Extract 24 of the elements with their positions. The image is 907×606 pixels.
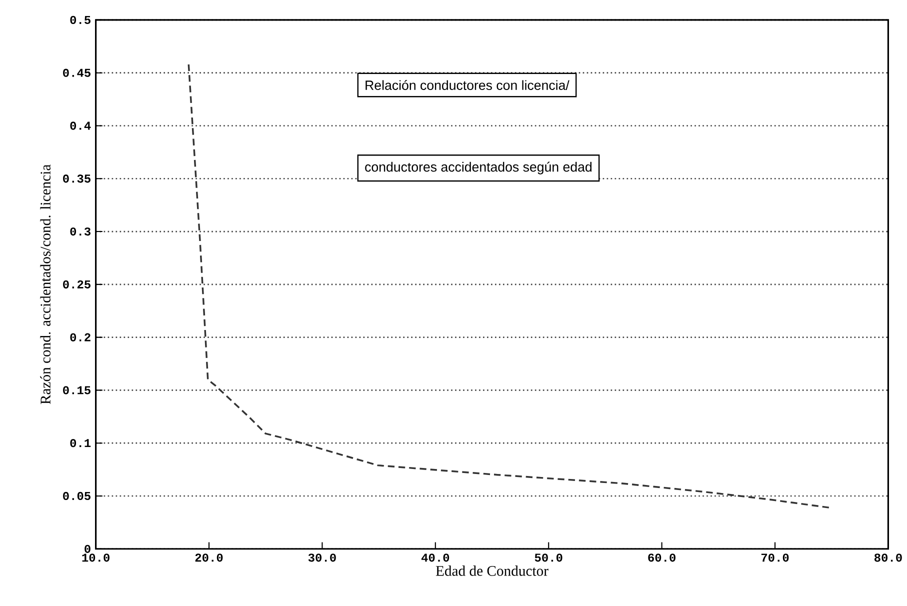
line-series bbox=[188, 64, 830, 509]
y-tick-label: 0.25 bbox=[63, 280, 90, 289]
x-tick-label: 80.0 bbox=[874, 554, 902, 562]
x-tick-label: 30.0 bbox=[308, 554, 336, 562]
y-tick-label: 0.45 bbox=[63, 68, 90, 78]
y-tick-label: 0.4 bbox=[70, 122, 91, 130]
x-tick-label: 40.0 bbox=[421, 554, 450, 562]
annotation: conductores accidentados según edad bbox=[365, 162, 592, 174]
y-axis-title: Razón cond. accidentados/cond. licencia bbox=[40, 164, 51, 404]
annotation: Relación conductores con licencia/ bbox=[366, 80, 570, 90]
x-tick-label: 10.0 bbox=[82, 554, 110, 562]
x-axis-title: Edad de Conductor bbox=[436, 566, 548, 576]
y-tick-label: 0.15 bbox=[63, 386, 90, 394]
y-tick-label: 0.5 bbox=[70, 16, 90, 24]
x-tick-label: 20.0 bbox=[195, 554, 223, 562]
x-tick-label: 50.0 bbox=[534, 554, 562, 562]
x-tick-label: 70.0 bbox=[761, 554, 789, 562]
y-tick-label: 0.05 bbox=[63, 492, 90, 500]
y-tick-label: 0.1 bbox=[70, 439, 91, 448]
y-tick-label: 0 bbox=[84, 544, 90, 554]
y-tick-label: 0.35 bbox=[63, 174, 90, 183]
y-tick-label: 0.3 bbox=[70, 228, 90, 236]
x-tick-label: 60.0 bbox=[648, 554, 676, 562]
y-tick-label: 0.2 bbox=[70, 333, 90, 342]
